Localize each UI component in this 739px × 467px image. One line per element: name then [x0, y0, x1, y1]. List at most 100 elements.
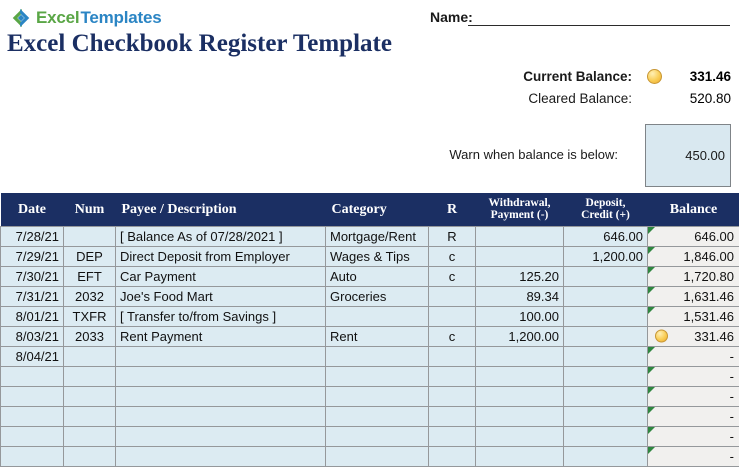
cell-date[interactable]	[1, 426, 64, 446]
cell-category[interactable]	[326, 446, 429, 466]
cell-num[interactable]	[64, 426, 116, 446]
cell-date[interactable]	[1, 386, 64, 406]
cell-deposit[interactable]	[564, 346, 648, 366]
cell-payee[interactable]: [ Transfer to/from Savings ]	[116, 306, 326, 326]
cell-r[interactable]: c	[429, 246, 476, 266]
cell-withdrawal[interactable]	[476, 386, 564, 406]
cell-category[interactable]	[326, 386, 429, 406]
cell-payee[interactable]	[116, 366, 326, 386]
cell-balance[interactable]: -	[648, 346, 739, 366]
cell-category[interactable]: Groceries	[326, 286, 429, 306]
cell-num[interactable]: DEP	[64, 246, 116, 266]
cell-deposit[interactable]	[564, 406, 648, 426]
cell-num[interactable]: TXFR	[64, 306, 116, 326]
cell-payee[interactable]: [ Balance As of 07/28/2021 ]	[116, 226, 326, 246]
cell-category[interactable]: Mortgage/Rent	[326, 226, 429, 246]
cell-withdrawal[interactable]	[476, 346, 564, 366]
cell-balance[interactable]: 1,531.46	[648, 306, 739, 326]
cell-date[interactable]: 7/30/21	[1, 266, 64, 286]
cell-num[interactable]	[64, 386, 116, 406]
cell-date[interactable]: 7/31/21	[1, 286, 64, 306]
cell-withdrawal[interactable]: 1,200.00	[476, 326, 564, 346]
cell-balance[interactable]: 331.46	[648, 326, 739, 346]
cell-deposit[interactable]	[564, 386, 648, 406]
cell-r[interactable]: c	[429, 266, 476, 286]
cell-withdrawal[interactable]	[476, 366, 564, 386]
cell-payee[interactable]	[116, 426, 326, 446]
cell-payee[interactable]	[116, 446, 326, 466]
warn-threshold-input[interactable]: 450.00	[645, 124, 731, 187]
cell-deposit[interactable]	[564, 286, 648, 306]
cell-balance[interactable]: -	[648, 426, 739, 446]
cleared-balance-value: 520.80	[690, 91, 731, 106]
cell-num[interactable]: EFT	[64, 266, 116, 286]
cell-date[interactable]: 8/04/21	[1, 346, 64, 366]
cell-num[interactable]	[64, 366, 116, 386]
cell-date[interactable]	[1, 446, 64, 466]
cell-balance[interactable]: 1,720.80	[648, 266, 739, 286]
cell-payee[interactable]	[116, 406, 326, 426]
name-input[interactable]	[468, 9, 730, 26]
cell-deposit[interactable]	[564, 366, 648, 386]
cell-r[interactable]	[429, 406, 476, 426]
cell-balance[interactable]: 1,631.46	[648, 286, 739, 306]
cell-payee[interactable]: Direct Deposit from Employer	[116, 246, 326, 266]
cell-category[interactable]: Rent	[326, 326, 429, 346]
cell-category[interactable]	[326, 426, 429, 446]
cell-date[interactable]	[1, 366, 64, 386]
cell-num[interactable]	[64, 446, 116, 466]
cell-date[interactable]: 7/28/21	[1, 226, 64, 246]
cell-payee[interactable]: Joe's Food Mart	[116, 286, 326, 306]
balance-value: 646.00	[694, 229, 734, 244]
cell-withdrawal[interactable]	[476, 406, 564, 426]
cell-balance[interactable]: 1,846.00	[648, 246, 739, 266]
cell-category[interactable]	[326, 366, 429, 386]
cell-num[interactable]: 2032	[64, 286, 116, 306]
cell-withdrawal[interactable]	[476, 246, 564, 266]
cell-payee[interactable]: Car Payment	[116, 266, 326, 286]
cell-num[interactable]	[64, 346, 116, 366]
cell-deposit[interactable]	[564, 446, 648, 466]
cell-category[interactable]: Auto	[326, 266, 429, 286]
cell-deposit[interactable]: 1,200.00	[564, 246, 648, 266]
cell-withdrawal[interactable]: 125.20	[476, 266, 564, 286]
cell-balance[interactable]: -	[648, 446, 739, 466]
cell-withdrawal[interactable]	[476, 426, 564, 446]
cell-balance[interactable]: -	[648, 406, 739, 426]
cell-category[interactable]	[326, 306, 429, 326]
cell-withdrawal[interactable]	[476, 226, 564, 246]
cell-withdrawal[interactable]	[476, 446, 564, 466]
cell-r[interactable]	[429, 446, 476, 466]
cell-payee[interactable]	[116, 386, 326, 406]
cell-balance[interactable]: 646.00	[648, 226, 739, 246]
cell-date[interactable]: 7/29/21	[1, 246, 64, 266]
cell-r[interactable]	[429, 306, 476, 326]
cell-r[interactable]: c	[429, 326, 476, 346]
cell-num[interactable]: 2033	[64, 326, 116, 346]
cell-deposit[interactable]	[564, 266, 648, 286]
cell-balance[interactable]: -	[648, 386, 739, 406]
cell-r[interactable]	[429, 366, 476, 386]
cell-deposit[interactable]	[564, 426, 648, 446]
cell-r[interactable]: R	[429, 226, 476, 246]
cell-r[interactable]	[429, 386, 476, 406]
cell-category[interactable]	[326, 406, 429, 426]
cell-balance[interactable]: -	[648, 366, 739, 386]
cell-num[interactable]	[64, 226, 116, 246]
cell-deposit[interactable]	[564, 326, 648, 346]
cell-deposit[interactable]	[564, 306, 648, 326]
cell-date[interactable]: 8/01/21	[1, 306, 64, 326]
cell-r[interactable]	[429, 426, 476, 446]
cell-num[interactable]	[64, 406, 116, 426]
cell-category[interactable]	[326, 346, 429, 366]
cell-r[interactable]	[429, 346, 476, 366]
cell-category[interactable]: Wages & Tips	[326, 246, 429, 266]
cell-date[interactable]	[1, 406, 64, 426]
cell-deposit[interactable]: 646.00	[564, 226, 648, 246]
cell-withdrawal[interactable]: 100.00	[476, 306, 564, 326]
cell-date[interactable]: 8/03/21	[1, 326, 64, 346]
cell-payee[interactable]: Rent Payment	[116, 326, 326, 346]
cell-r[interactable]	[429, 286, 476, 306]
cell-payee[interactable]	[116, 346, 326, 366]
cell-withdrawal[interactable]: 89.34	[476, 286, 564, 306]
